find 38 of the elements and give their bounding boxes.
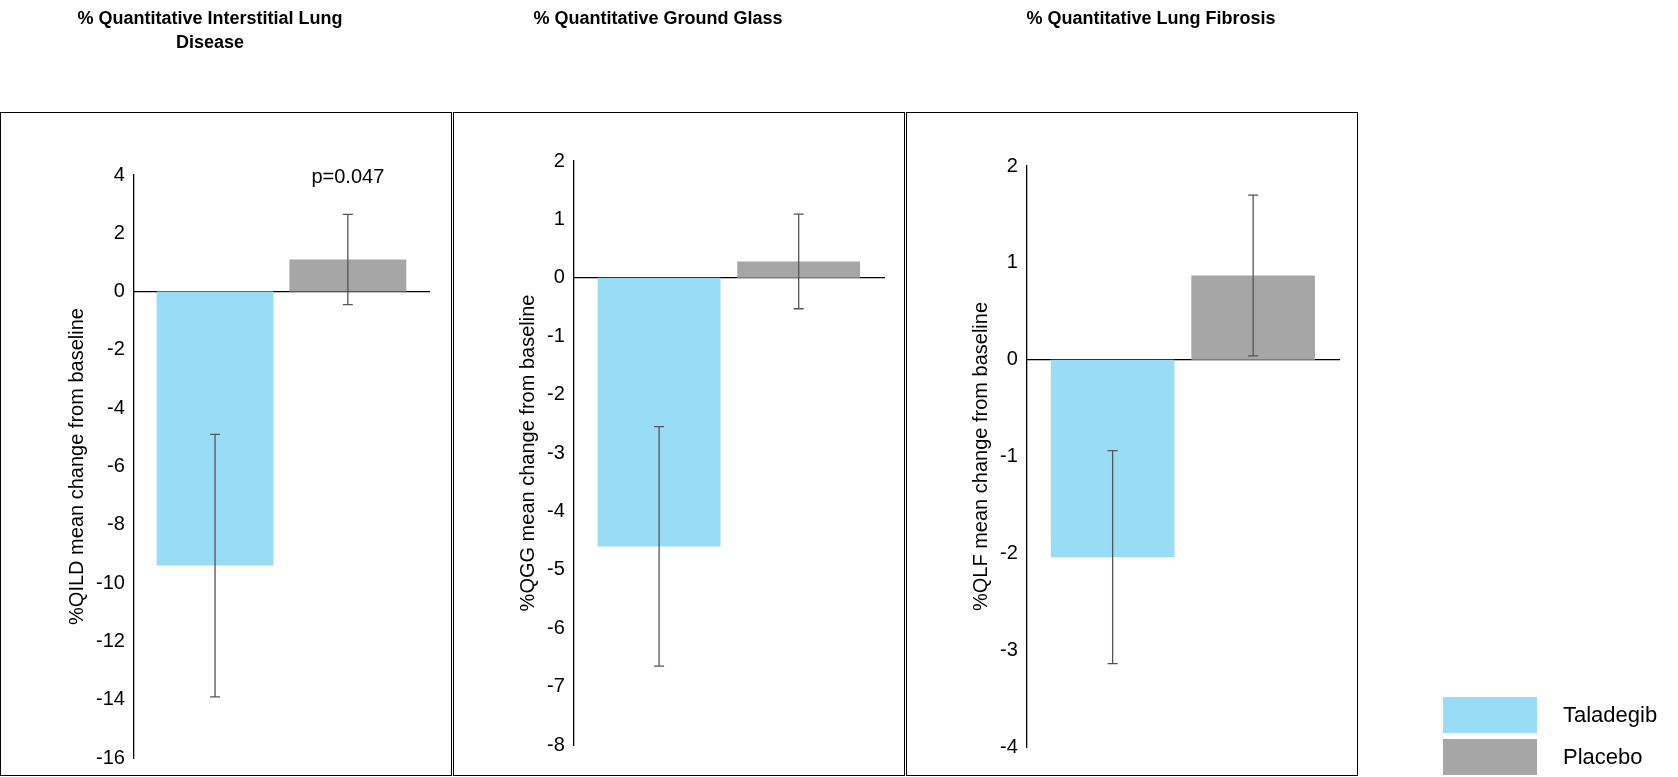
y-tick-label: 2 — [553, 148, 565, 171]
y-tick-label: -7 — [546, 674, 565, 697]
y-axis-title: %QGG mean change from baseline — [515, 294, 538, 612]
y-tick-label: -1 — [546, 323, 565, 346]
y-tick-label: -3 — [546, 440, 565, 463]
y-tick-label: -1 — [999, 444, 1018, 467]
y-tick-label: 2 — [113, 220, 125, 243]
y-tick-label: -4 — [999, 734, 1018, 757]
y-tick-label: 2 — [1006, 153, 1018, 176]
y-tick-label: -12 — [96, 628, 125, 651]
legend-label: Placebo — [1563, 744, 1643, 770]
y-tick-label: 4 — [113, 162, 125, 185]
y-tick-label: -4 — [107, 395, 125, 418]
y-tick-label: -5 — [546, 557, 565, 580]
y-tick-label: 0 — [553, 265, 565, 288]
chart-title: % Quantitative Ground Glass — [532, 7, 784, 30]
annotation: p=0.047 — [311, 164, 385, 187]
y-tick-label: -2 — [107, 337, 125, 360]
y-tick-label: -16 — [96, 745, 125, 768]
y-axis-title: %QILD mean change from baseline — [64, 308, 87, 625]
chart-title: % Quantitative Lung Fibrosis — [1025, 7, 1277, 30]
y-tick-label: -10 — [96, 570, 125, 593]
chart-title: % Quantitative Interstitial Lung Disease — [76, 7, 344, 54]
y-tick-label: 1 — [1006, 250, 1018, 273]
y-tick-label: -8 — [546, 732, 565, 755]
legend-label: Taladegib — [1563, 702, 1658, 728]
y-tick-label: -2 — [999, 540, 1018, 563]
y-tick-label: -6 — [546, 615, 565, 638]
y-tick-label: 0 — [1006, 347, 1018, 370]
y-tick-label: -6 — [107, 454, 125, 477]
y-tick-label: -8 — [107, 512, 125, 535]
y-tick-label: -14 — [96, 687, 125, 710]
y-tick-label: -4 — [546, 498, 565, 521]
y-tick-label: 1 — [553, 206, 565, 229]
y-axis-title: %QLF mean change from baseline — [968, 301, 991, 612]
y-tick-label: 0 — [113, 279, 125, 302]
y-tick-label: -3 — [999, 637, 1018, 660]
y-tick-label: -2 — [546, 382, 565, 405]
